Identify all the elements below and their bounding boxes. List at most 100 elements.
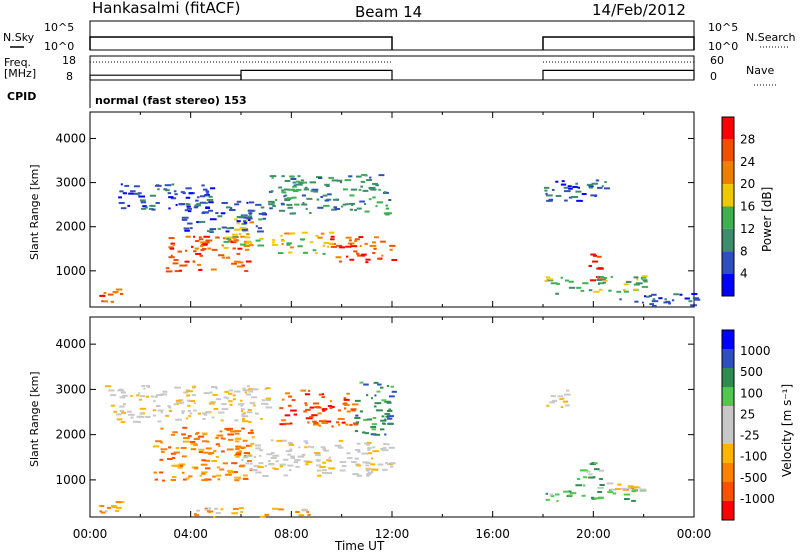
scatter-cell <box>198 220 206 223</box>
scatter-cell <box>190 442 196 445</box>
scatter-cell <box>115 413 122 416</box>
x-tick-label: 16:00 <box>475 527 510 541</box>
scatter-cell <box>235 448 240 451</box>
scatter-cell <box>304 446 308 449</box>
scatter-cell <box>382 446 387 449</box>
scatter-cell <box>122 403 127 406</box>
scatter-cell <box>389 248 393 251</box>
scatter-cell <box>215 436 219 439</box>
scatter-cell <box>264 513 270 516</box>
velocity-colorbar-swatch <box>722 425 734 444</box>
scatter-cell <box>199 254 204 257</box>
scatter-cell <box>244 219 248 222</box>
scatter-cell <box>250 468 253 471</box>
scatter-cell <box>643 295 647 298</box>
scatter-cell <box>241 458 244 461</box>
scatter-cell <box>175 203 178 206</box>
scatter-cell <box>191 394 196 397</box>
scatter-cell <box>304 393 311 396</box>
scatter-cell <box>247 218 251 221</box>
scatter-cell <box>342 203 347 206</box>
scatter-cell <box>364 210 370 213</box>
scatter-cell <box>385 462 389 465</box>
scatter-cell <box>373 405 377 408</box>
scatter-cell <box>185 187 192 190</box>
scatter-cell <box>300 389 307 392</box>
scatter-cell <box>208 402 215 405</box>
scatter-cell <box>364 432 370 435</box>
scatter-cell <box>631 499 636 502</box>
scatter-cell <box>100 511 106 514</box>
scatter-cell <box>224 473 232 476</box>
scatter-cell <box>221 244 224 247</box>
scatter-cell <box>561 180 565 183</box>
scatter-cell <box>223 240 230 243</box>
scatter-cell <box>565 279 569 282</box>
scatter-cell <box>387 417 393 420</box>
scatter-cell <box>243 216 248 219</box>
scatter-cell <box>684 297 690 300</box>
scatter-cell <box>119 501 125 504</box>
scatter-cell <box>375 184 380 187</box>
nsky-segment <box>542 36 695 50</box>
scatter-cell <box>303 440 308 443</box>
scatter-cell <box>209 218 217 221</box>
scatter-cell <box>597 282 605 285</box>
nsky-label: N.Sky <box>3 31 35 44</box>
scatter-cell <box>119 292 124 295</box>
scatter-cell <box>357 450 361 453</box>
scatter-cell <box>347 457 353 460</box>
scatter-cell <box>187 409 191 412</box>
scatter-cell <box>149 204 156 207</box>
scatter-cell <box>236 200 242 203</box>
scatter-cell <box>557 395 564 398</box>
scatter-cell <box>610 275 613 278</box>
scatter-cell <box>567 494 573 497</box>
scatter-cell <box>177 466 183 469</box>
scatter-cell <box>370 426 377 429</box>
scatter-cell <box>315 454 321 457</box>
scatter-cell <box>356 442 361 445</box>
scatter-cell <box>156 394 163 397</box>
scatter-cell <box>224 236 232 239</box>
x-tick-label: 00:00 <box>73 527 108 541</box>
scatter-cell <box>136 394 140 397</box>
power-colorbar-tick-label: 8 <box>740 244 748 258</box>
scatter-cell <box>173 259 179 262</box>
scatter-cell <box>331 179 338 182</box>
scatter-cell <box>364 242 368 245</box>
scatter-cell <box>298 446 301 449</box>
scatter-cell <box>298 514 305 517</box>
velocity-colorbar-swatch <box>722 330 734 349</box>
scatter-cell <box>246 393 252 396</box>
scatter-cell <box>237 403 242 406</box>
scatter-cell <box>231 512 238 515</box>
scatter-cell <box>137 192 142 195</box>
scatter-cell <box>197 196 200 199</box>
power-colorbar-swatch <box>722 273 734 296</box>
scatter-cell <box>279 423 287 426</box>
scatter-cell <box>590 253 596 256</box>
x-tick-label: 04:00 <box>173 527 208 541</box>
scatter-cell <box>328 456 331 459</box>
scatter-cell <box>607 491 614 494</box>
scatter-cell <box>562 400 569 403</box>
scatter-cell <box>212 400 216 403</box>
scatter-cell <box>320 195 324 198</box>
scatter-cell <box>157 420 162 423</box>
scatter-cell <box>211 459 218 462</box>
scatter-cell <box>589 279 597 282</box>
scatter-cell <box>255 447 261 450</box>
scatter-cell <box>287 441 293 444</box>
scatter-cell <box>603 187 611 190</box>
scatter-cell <box>623 498 630 501</box>
scatter-cell <box>318 393 322 396</box>
scatter-cell <box>668 302 672 305</box>
scatter-cell <box>291 196 297 199</box>
scatter-cell <box>186 399 191 402</box>
scatter-cell <box>196 203 201 206</box>
scatter-cell <box>329 407 333 410</box>
scatter-cell <box>588 264 592 267</box>
scatter-cell <box>374 402 382 405</box>
scatter-cell <box>229 208 236 211</box>
